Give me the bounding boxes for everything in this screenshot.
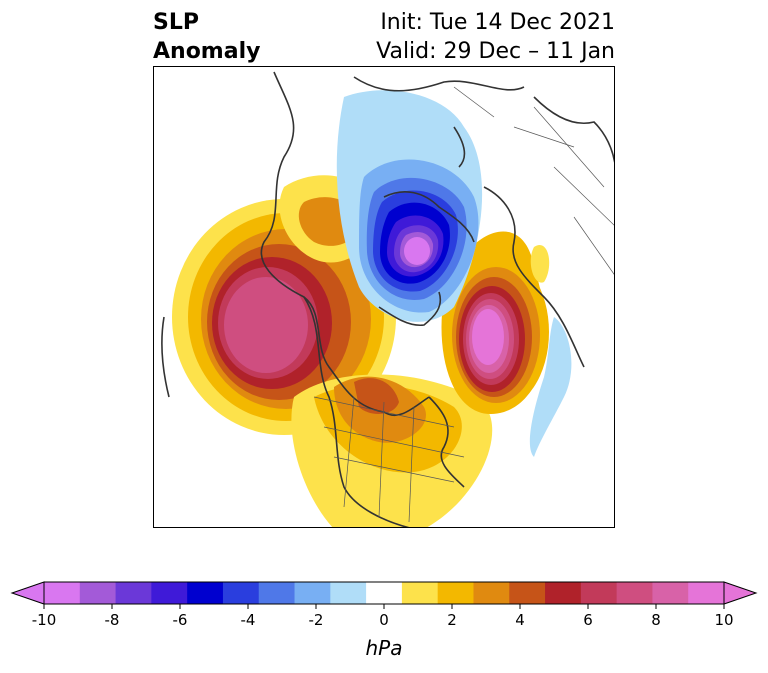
colorbar-swatch bbox=[151, 582, 188, 604]
colorbar-swatch bbox=[294, 582, 331, 604]
colorbar-swatch bbox=[222, 582, 260, 604]
colorbar-swatch bbox=[616, 582, 653, 604]
coastlines bbox=[161, 71, 614, 527]
colorbar-swatch bbox=[44, 582, 81, 604]
init-date: Init: Tue 14 Dec 2021 bbox=[380, 10, 615, 35]
colorbar-swatch bbox=[473, 582, 510, 604]
colorbar-swatch bbox=[545, 582, 582, 604]
colorbar-swatch bbox=[401, 582, 439, 604]
colorbar-swatch bbox=[437, 582, 474, 604]
colorbar-tick-label: -6 bbox=[173, 611, 188, 629]
title-line-1: SLP bbox=[153, 10, 199, 35]
colorbar-tick-label: 4 bbox=[515, 611, 525, 629]
colorbar-tick-label: -10 bbox=[32, 611, 57, 629]
colorbar-swatch bbox=[580, 582, 618, 604]
valid-range: Valid: 29 Dec – 11 Jan bbox=[376, 39, 615, 64]
colorbar-extend-max bbox=[723, 581, 758, 605]
slp-anomaly-map bbox=[153, 66, 615, 528]
colorbar-tick-label: 0 bbox=[379, 611, 389, 629]
colorbar-extend-min bbox=[10, 581, 45, 605]
colorbar-swatch bbox=[366, 582, 403, 604]
country-borders bbox=[313, 86, 614, 523]
colorbar-tick-label: 8 bbox=[651, 611, 661, 629]
colorbar-unit-label: hPa bbox=[365, 636, 403, 660]
colorbar-swatch bbox=[258, 582, 296, 604]
colorbar-swatch bbox=[79, 582, 117, 604]
colorbar-swatch bbox=[688, 582, 725, 604]
colorbar-ticks: -10 -8 -6 -4 -2 0 2 4 6 8 10 bbox=[32, 604, 734, 629]
colorbar-tick-label: 6 bbox=[583, 611, 593, 629]
colorbar: -10 -8 -6 -4 -2 0 2 4 6 8 10 bbox=[10, 581, 758, 629]
colorbar-swatch bbox=[115, 582, 152, 604]
map-title: SLP Anomaly bbox=[153, 8, 260, 66]
colorbar-tick-label: 10 bbox=[714, 611, 733, 629]
colorbar-swatch bbox=[330, 582, 367, 604]
arctic-low-anomaly bbox=[336, 90, 572, 457]
atlantic-high-anomaly bbox=[441, 231, 550, 415]
map-subtitle: Init: Tue 14 Dec 2021 Valid: 29 Dec – 11… bbox=[376, 8, 615, 66]
colorbar-tick-label: -4 bbox=[241, 611, 256, 629]
colorbar-tick-label: 2 bbox=[447, 611, 457, 629]
colorbar-tick-label: -2 bbox=[309, 611, 324, 629]
colorbar-swatch bbox=[187, 582, 224, 604]
colorbar-tick-label: -8 bbox=[105, 611, 120, 629]
map-canvas bbox=[161, 71, 614, 527]
title-line-2: Anomaly bbox=[153, 39, 261, 64]
colorbar-swatch bbox=[652, 582, 689, 604]
colorbar-swatch bbox=[509, 582, 546, 604]
colorbar-swatches bbox=[10, 581, 758, 605]
